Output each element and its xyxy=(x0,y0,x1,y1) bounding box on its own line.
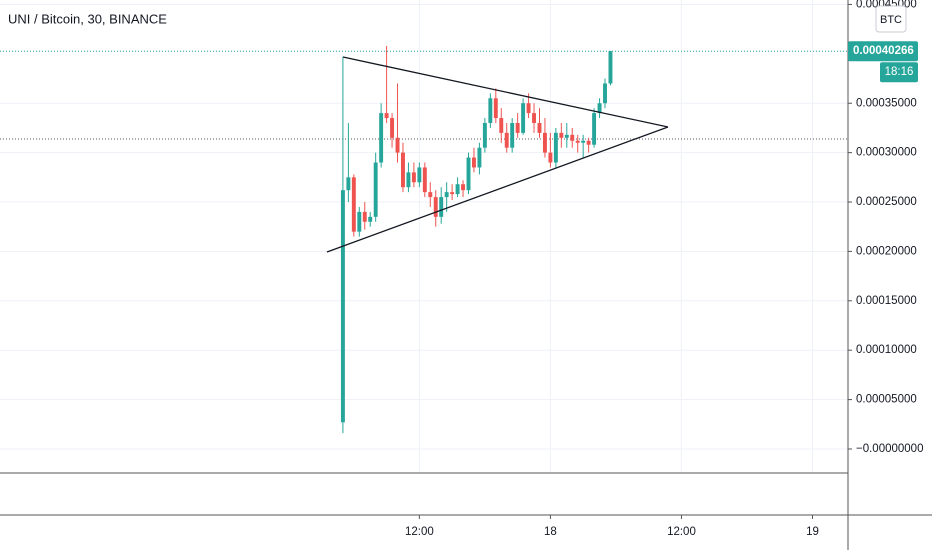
candles xyxy=(340,45,613,434)
x-tick-label: 12:00 xyxy=(667,526,696,538)
chart-title: UNI / Bitcoin, 30, BINANCE xyxy=(8,11,167,26)
countdown-label: 18:16 xyxy=(885,66,914,78)
candle-body xyxy=(444,192,449,198)
last-price-label: 0.00040266 xyxy=(853,45,914,57)
y-tick-label: −0.00000000 xyxy=(856,443,923,455)
y-tick-label: 0.00005000 xyxy=(856,394,917,406)
candle-body xyxy=(564,134,569,138)
candle-body xyxy=(346,177,351,191)
y-tick-label: 0.00010000 xyxy=(856,344,917,356)
y-tick-label: 0.00030000 xyxy=(856,147,917,159)
candle-body xyxy=(477,147,482,168)
candle-body xyxy=(390,118,395,138)
candle-body xyxy=(406,172,411,188)
x-tick-label: 12:00 xyxy=(405,526,434,538)
candle-body xyxy=(482,122,487,148)
candle-body xyxy=(373,162,378,217)
y-tick-label: 0.00035000 xyxy=(856,97,917,109)
candle-body xyxy=(461,184,466,191)
candle-body xyxy=(368,216,373,222)
candle-body xyxy=(351,177,356,232)
candle-body xyxy=(586,140,591,145)
candle-body xyxy=(395,137,400,153)
candle-body xyxy=(575,140,580,143)
candle-body xyxy=(439,197,444,217)
x-tick-label: 18 xyxy=(544,526,557,538)
candle-body xyxy=(515,122,520,133)
y-tick-label: 0.00045000 xyxy=(856,0,917,10)
candle-body xyxy=(581,140,586,143)
candle-body xyxy=(504,132,509,148)
candle-body xyxy=(510,122,515,148)
candle-body xyxy=(357,211,362,232)
grid xyxy=(0,0,848,472)
trend-line xyxy=(342,56,669,128)
candle-body xyxy=(603,83,607,104)
candle-body xyxy=(537,122,542,133)
candle-body xyxy=(532,113,536,123)
candle-body xyxy=(417,167,422,183)
candle-body xyxy=(521,103,526,133)
candle-body xyxy=(379,113,384,163)
candle-body xyxy=(450,192,455,195)
candle-body xyxy=(542,132,547,153)
candle-body xyxy=(428,192,433,198)
candle-body xyxy=(362,211,367,222)
last-price-box xyxy=(848,41,918,62)
candle-body xyxy=(597,103,602,114)
candle-body xyxy=(340,190,345,423)
candle-body xyxy=(422,167,427,193)
candle-body xyxy=(471,157,476,168)
candle-body xyxy=(433,197,438,217)
candle-body xyxy=(608,51,613,84)
candle-body xyxy=(384,113,389,119)
candle-body xyxy=(488,98,493,123)
candle-body xyxy=(526,103,531,114)
candle-body xyxy=(455,184,460,195)
y-tick-label: 0.00020000 xyxy=(856,245,917,257)
candle-body xyxy=(493,98,498,119)
x-tick-label: 19 xyxy=(806,526,819,538)
candle-body xyxy=(553,132,558,163)
candle-body xyxy=(401,152,405,188)
candle-body xyxy=(466,157,471,191)
y-tick-label: 0.00015000 xyxy=(856,295,917,307)
y-tick-label: 0.00025000 xyxy=(856,196,917,208)
candle-body xyxy=(499,118,504,133)
price-axis: −0.00000000 0.00005000 0.00010000 0.0001500… xyxy=(405,0,924,538)
currency-button[interactable] xyxy=(875,5,907,33)
currency-label[interactable]: BTC xyxy=(880,14,902,26)
candle-body xyxy=(570,134,575,141)
candle-body xyxy=(411,172,416,183)
candle-body xyxy=(548,152,553,163)
countdown-box xyxy=(880,62,918,83)
trend-line xyxy=(326,126,669,253)
candle-body xyxy=(559,132,564,138)
candle-body xyxy=(592,113,597,145)
